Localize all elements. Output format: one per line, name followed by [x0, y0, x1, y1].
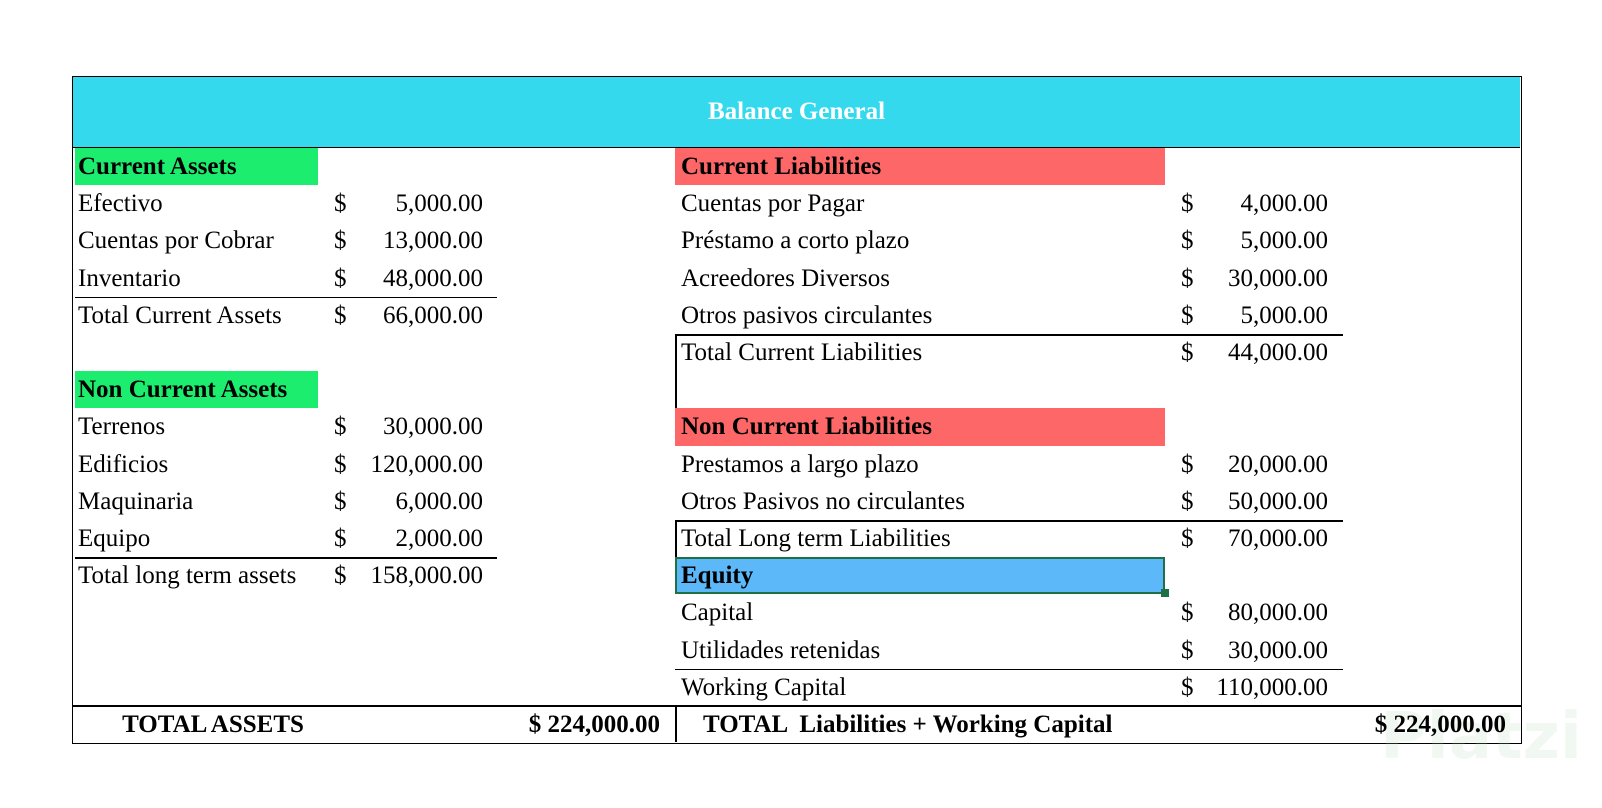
currency: $: [334, 562, 347, 590]
total-label: Total Long term Liabilities: [681, 525, 951, 552]
amount: 110,000.00: [1216, 673, 1328, 701]
amount: 44,000.00: [1228, 339, 1328, 366]
amount: 2,000.00: [395, 525, 484, 552]
row-label: Prestamos a largo plazo: [681, 450, 919, 478]
row-label: Maquinaria: [78, 487, 194, 515]
row-label: Otros pasivos circulantes: [681, 301, 933, 329]
currency: $: [1181, 301, 1194, 329]
currency: $: [1181, 190, 1194, 218]
currency: $: [1181, 673, 1194, 701]
amount: 50,000.00: [1228, 487, 1328, 515]
total-label: Total long term assets: [78, 562, 297, 590]
section-heading: Equity: [681, 562, 754, 590]
amount: 80,000.00: [1228, 599, 1328, 627]
total-label: Working Capital: [681, 673, 847, 701]
currency: $: [1181, 450, 1194, 478]
amount: 70,000.00: [1228, 525, 1328, 552]
currency: $: [1181, 525, 1194, 552]
cell-handle: [1161, 589, 1169, 598]
currency: $: [334, 487, 347, 515]
section-heading-fill: [675, 557, 1165, 595]
total-label: Total Current Assets: [78, 301, 282, 329]
row-label: Inventario: [78, 264, 181, 292]
total-rule: [675, 668, 1343, 671]
title: Balance General: [707, 98, 886, 125]
amount: 5,000.00: [395, 190, 484, 218]
total-rule: [675, 520, 1343, 522]
row-label: Otros Pasivos no circulantes: [681, 487, 965, 515]
border: [675, 705, 677, 742]
row-label: Capital: [681, 599, 754, 627]
amount: 30,000.00: [383, 413, 483, 441]
row-label: Acreedores Diversos: [681, 264, 890, 292]
amount: 20,000.00: [1228, 450, 1328, 478]
row-label: Cuentas por Cobrar: [78, 227, 274, 255]
currency: $: [1181, 636, 1194, 664]
amount: 13,000.00: [383, 227, 483, 255]
currency: $: [1181, 487, 1194, 515]
amount: 48,000.00: [383, 264, 483, 292]
section-heading-fill: [675, 408, 1165, 446]
watermark: Platzi: [1380, 700, 1582, 774]
row-label: Efectivo: [78, 190, 163, 218]
section-heading-fill: [675, 148, 1165, 186]
currency: $: [334, 227, 347, 255]
amount: 5,000.00: [1240, 301, 1329, 329]
currency: $: [334, 301, 347, 329]
row-label: Cuentas por Pagar: [681, 190, 865, 218]
currency: $: [334, 525, 347, 552]
row-label: Préstamo a corto plazo: [681, 227, 910, 255]
section-heading: Current Liabilities: [681, 153, 882, 180]
currency: $: [334, 264, 347, 292]
amount: 30,000.00: [1228, 636, 1328, 664]
row-label: Terrenos: [78, 413, 166, 441]
border: [72, 705, 1521, 707]
section-heading: Non Current Liabilities: [681, 413, 932, 441]
currency: $: [334, 413, 347, 441]
currency: $: [334, 450, 347, 478]
grand-total-label: TOTAL Liabilities + Working Capital: [703, 711, 1113, 738]
total-rule: [75, 296, 497, 299]
amount: 66,000.00: [383, 301, 483, 329]
border: [675, 334, 677, 409]
amount: 158,000.00: [370, 562, 484, 590]
section-heading-fill: [75, 148, 318, 186]
amount: 5,000.00: [1240, 227, 1329, 255]
title-band: [73, 77, 1520, 148]
currency: $: [1181, 264, 1194, 292]
grand-total-amount: $ 224,000.00: [1374, 711, 1506, 738]
grand-total-label: TOTAL ASSETS: [122, 711, 304, 738]
section-heading-fill: [75, 371, 318, 409]
currency: $: [1181, 599, 1194, 627]
currency: $: [334, 190, 347, 218]
currency: $: [1181, 227, 1194, 255]
sheet-frame: [72, 76, 1522, 744]
total-label: Total Current Liabilities: [681, 339, 923, 366]
row-label: Edificios: [78, 450, 169, 478]
amount: 30,000.00: [1228, 264, 1328, 292]
amount: 4,000.00: [1240, 190, 1329, 218]
section-heading: Current Assets: [78, 153, 237, 180]
amount: 120,000.00: [370, 450, 484, 478]
section-heading: Non Current Assets: [78, 376, 288, 404]
row-label: Equipo: [78, 525, 151, 552]
total-rule: [675, 334, 1343, 336]
border: [675, 520, 677, 558]
grand-total-amount: $ 224,000.00: [528, 711, 660, 738]
total-rule: [75, 557, 497, 559]
amount: 6,000.00: [395, 487, 484, 515]
currency: $: [1181, 339, 1194, 366]
row-label: Utilidades retenidas: [681, 636, 881, 664]
